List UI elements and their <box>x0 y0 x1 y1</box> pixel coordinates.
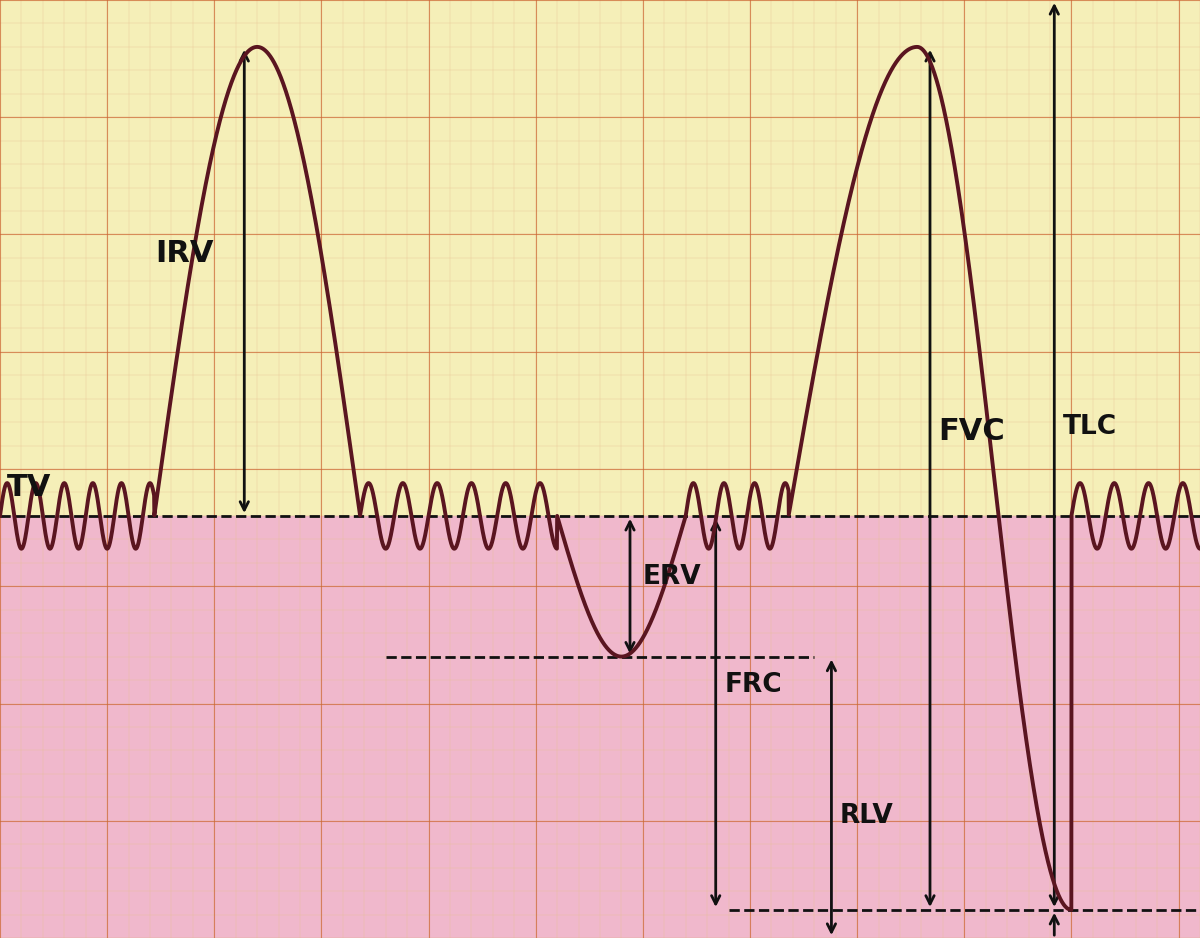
Text: FRC: FRC <box>725 672 782 698</box>
Text: ERV: ERV <box>643 564 702 590</box>
Text: IRV: IRV <box>155 239 214 267</box>
Text: FVC: FVC <box>938 417 1006 446</box>
Text: TLC: TLC <box>1063 414 1117 440</box>
Text: RLV: RLV <box>840 803 894 829</box>
Text: TV: TV <box>7 473 52 502</box>
